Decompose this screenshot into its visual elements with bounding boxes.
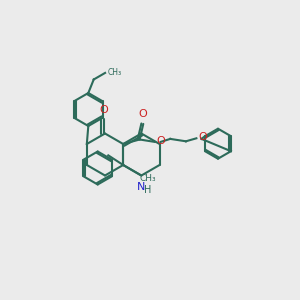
Text: N: N bbox=[136, 182, 145, 192]
Text: O: O bbox=[198, 132, 207, 142]
Text: H: H bbox=[144, 185, 152, 195]
Text: O: O bbox=[99, 105, 108, 115]
Text: CH₃: CH₃ bbox=[107, 68, 121, 77]
Text: O: O bbox=[138, 110, 147, 119]
Text: O: O bbox=[157, 136, 166, 146]
Text: CH₃: CH₃ bbox=[140, 174, 156, 183]
